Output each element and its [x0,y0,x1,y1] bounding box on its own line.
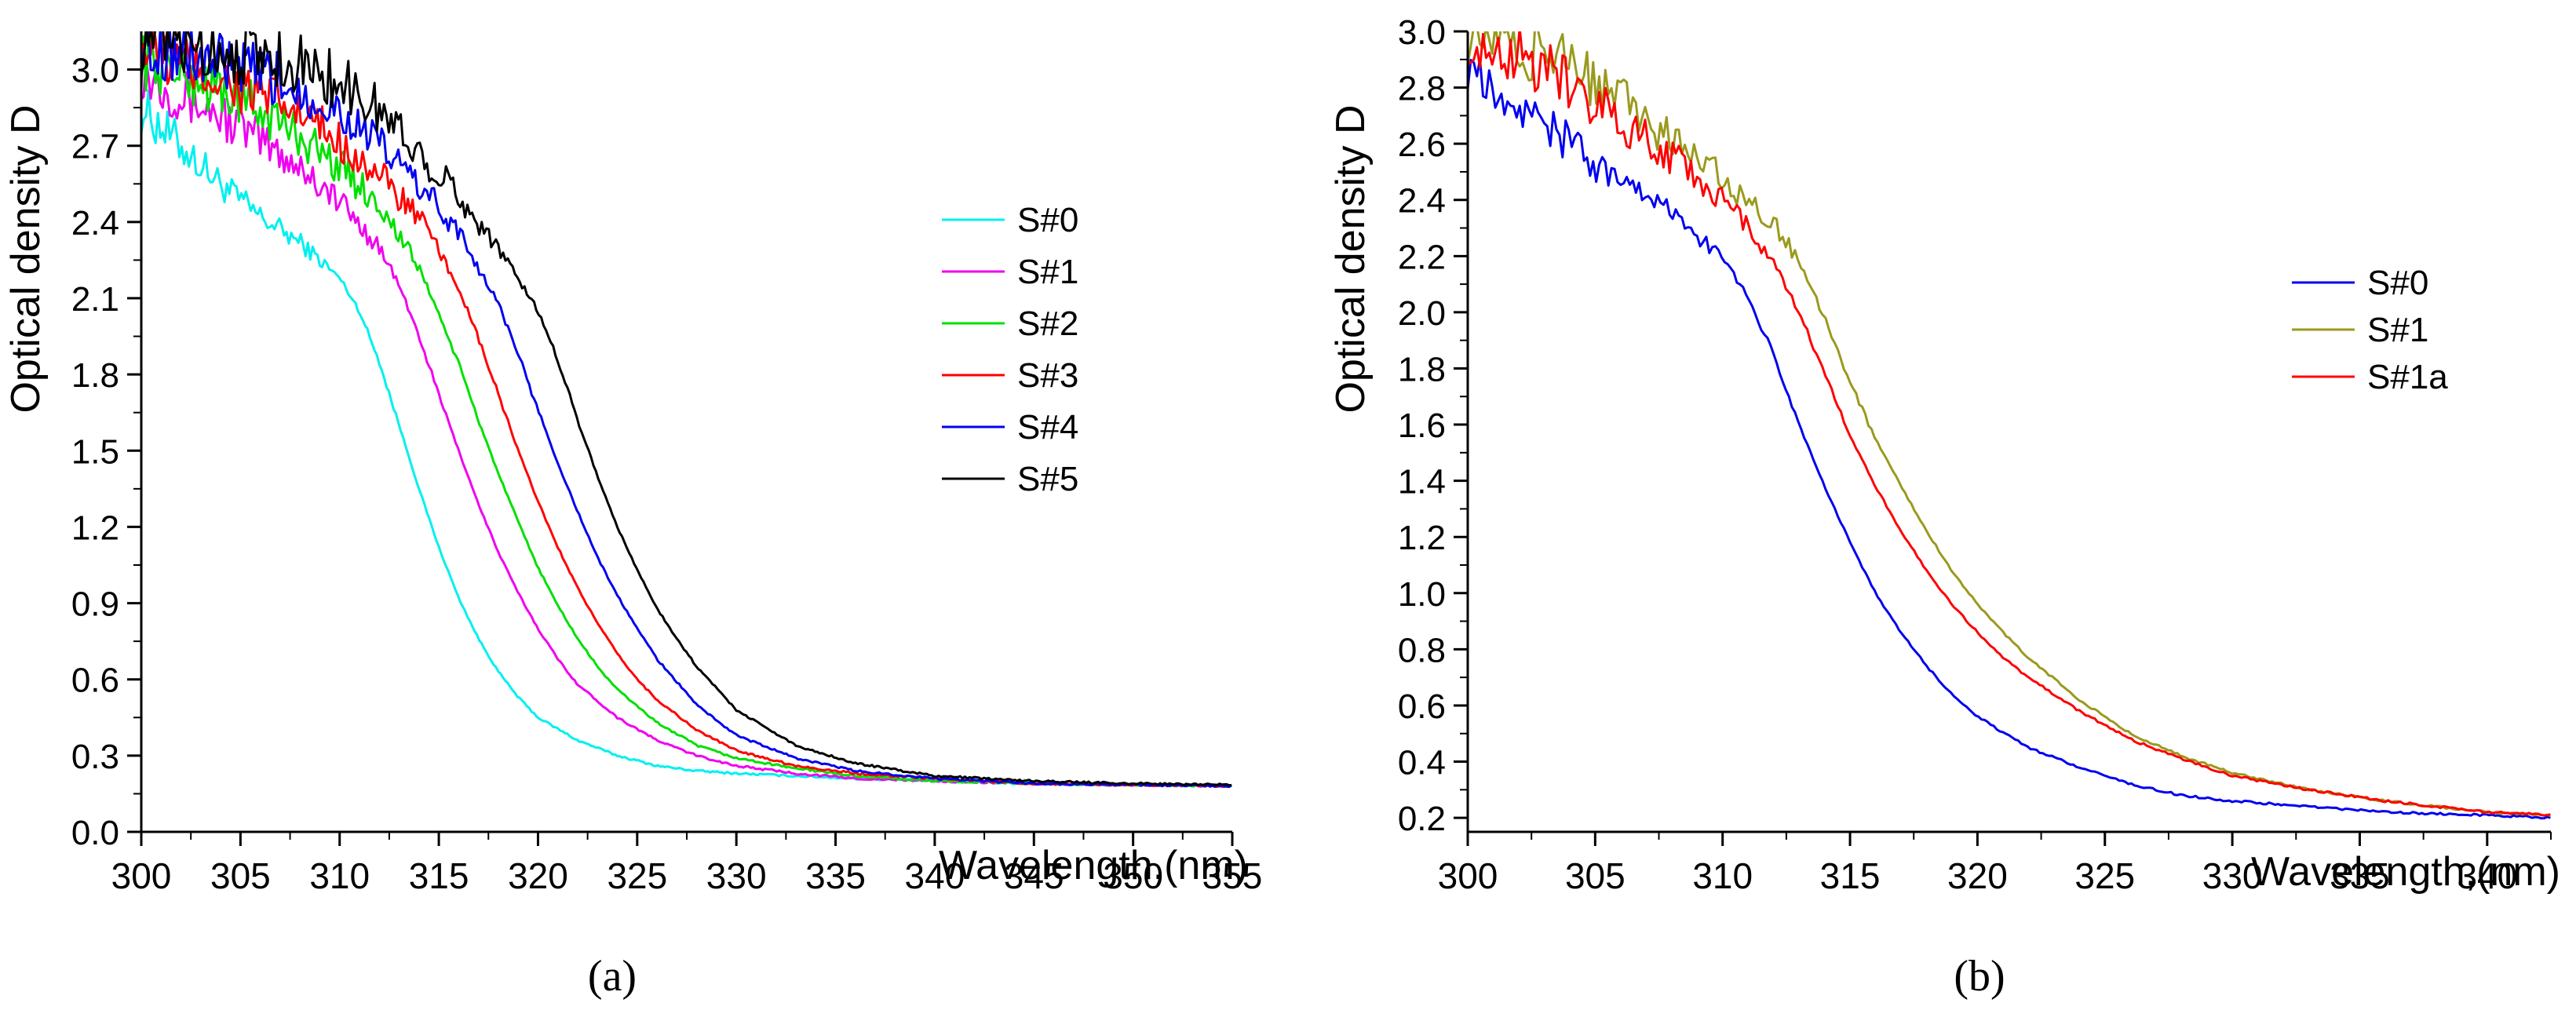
y-tick-label: 2.4 [1398,182,1446,221]
x-tick-label: 310 [309,855,370,896]
y-tick-label: 0.8 [1398,631,1446,669]
legend-label: S#0 [1017,201,1078,239]
x-tick-label: 305 [210,855,271,896]
y-tick-label: 2.0 [1398,294,1446,333]
legend-label: S#4 [1017,408,1078,447]
y-tick-label: 1.8 [71,356,119,395]
y-tick-label: 2.6 [1398,126,1446,164]
y-tick-label: 3.0 [71,52,119,90]
x-tick-label: 355 [1202,855,1263,896]
y-tick-label: 2.8 [1398,70,1446,108]
y-tick-label: 0.0 [71,814,119,852]
legend-label: S#5 [1017,460,1078,498]
x-axis-title: Wavelength,(nm) [939,843,1248,888]
y-tick-label: 2.4 [71,204,119,242]
y-tick-label: 1.6 [1398,407,1446,445]
x-tick-label: 315 [409,855,469,896]
series-line-s4 [141,31,1232,789]
legend-label: S#2 [1017,304,1078,343]
y-tick-label: 1.4 [1398,463,1446,501]
series-line-s3 [141,31,1232,789]
y-axis-title: Optical density D [1328,104,1374,413]
x-tick-label: 330 [706,855,767,896]
y-tick-label: 0.6 [1398,687,1446,726]
series-line-s0 [1468,57,2551,820]
series-lines [141,31,1232,789]
y-tick-label: 0.2 [1398,800,1446,838]
panel-caption: (a) [588,952,637,1001]
series-line-s1a [1468,31,2551,817]
x-tick-label: 325 [2074,855,2135,896]
x-tick-label: 330 [2202,855,2263,896]
x-tick-label: 350 [1103,855,1163,896]
y-tick-label: 0.9 [71,585,119,624]
legend-label: S#1a [2367,358,2448,396]
x-tick-label: 320 [1947,855,2008,896]
series-lines [1468,31,2551,820]
y-tick-label: 1.0 [1398,575,1446,614]
series-line-s5 [141,31,1232,787]
x-tick-label: 300 [111,855,172,896]
x-tick-label: 305 [1565,855,1626,896]
legend-label: S#3 [1017,356,1078,395]
x-tick-label: 340 [2457,855,2517,896]
y-tick-label: 2.1 [71,280,119,319]
y-tick-label: 1.2 [1398,519,1446,557]
x-tick-label: 335 [805,855,866,896]
legend-label: S#1 [2367,311,2428,349]
x-tick-label: 315 [1820,855,1881,896]
x-tick-label: 300 [1438,855,1498,896]
x-tick-label: 325 [607,855,667,896]
y-tick-label: 0.4 [1398,744,1446,782]
panel-caption: (b) [1954,952,2005,1001]
x-tick-label: 340 [905,855,965,896]
x-tick-label: 310 [1692,855,1753,896]
legend-label: S#1 [1017,253,1078,291]
x-tick-label: 345 [1004,855,1064,896]
y-tick-label: 0.6 [71,662,119,700]
x-axis-title: Wavelength,(nm) [2251,849,2560,895]
x-tick-label: 335 [2330,855,2390,896]
y-tick-label: 1.2 [71,509,119,547]
y-tick-label: 2.2 [1398,238,1446,276]
legend-label: S#0 [2367,264,2428,302]
x-tick-label: 320 [508,855,568,896]
y-tick-label: 0.3 [71,738,119,776]
y-tick-label: 2.7 [71,128,119,166]
y-tick-label: 1.8 [1398,350,1446,388]
y-tick-label: 1.5 [71,432,119,471]
y-axis-title: Optical density D [3,104,49,413]
chart-panel-a: 300 305 310 315 320 325 330 335 340 345 350 355 0.0 0… [3,31,1263,1001]
chart-panel-b: 300 305 310 315 320 325 330 335 340 0.2 0.4 0.6 0.8 1… [1328,13,2560,1001]
y-tick-label: 3.0 [1398,13,1446,52]
